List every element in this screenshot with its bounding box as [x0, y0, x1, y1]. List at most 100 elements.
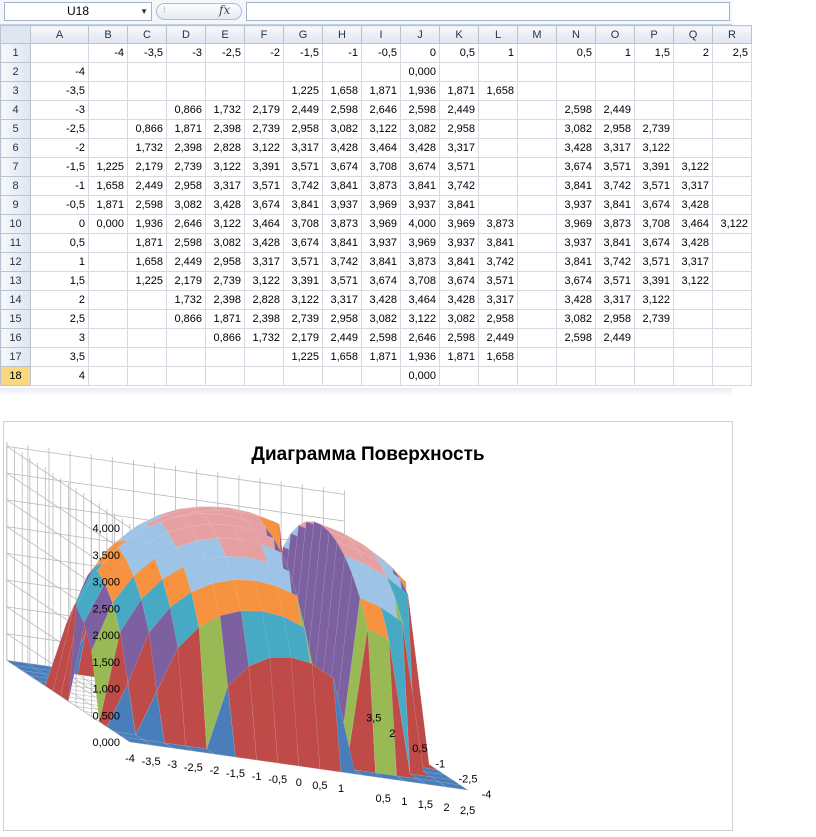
cell-p4[interactable] — [634, 100, 674, 120]
cell-d5[interactable]: 1,871 — [166, 119, 206, 139]
cell-d14[interactable]: 1,732 — [166, 290, 206, 310]
cell-e8[interactable]: 3,317 — [205, 176, 245, 196]
cell-j5[interactable]: 3,082 — [400, 119, 440, 139]
cell-q9[interactable]: 3,428 — [673, 195, 713, 215]
cell-l7[interactable] — [478, 157, 518, 177]
cell-f12[interactable]: 3,317 — [244, 252, 284, 272]
cell-k15[interactable]: 3,082 — [439, 309, 479, 329]
cell-o5[interactable]: 2,958 — [595, 119, 635, 139]
cell-d9[interactable]: 3,082 — [166, 195, 206, 215]
cell-h15[interactable]: 2,958 — [322, 309, 362, 329]
cell-j11[interactable]: 3,969 — [400, 233, 440, 253]
cell-h14[interactable]: 3,317 — [322, 290, 362, 310]
cell-k9[interactable]: 3,841 — [439, 195, 479, 215]
cell-e16[interactable]: 0,866 — [205, 328, 245, 348]
cell-p2[interactable] — [634, 62, 674, 82]
column-header-r[interactable]: R — [712, 25, 752, 44]
cell-b15[interactable] — [88, 309, 128, 329]
cell-m13[interactable] — [517, 271, 557, 291]
insert-function-button[interactable]: fx — [219, 3, 231, 17]
cell-f3[interactable] — [244, 81, 284, 101]
cell-d13[interactable]: 2,179 — [166, 271, 206, 291]
cell-q16[interactable] — [673, 328, 713, 348]
cell-b7[interactable]: 1,225 — [88, 157, 128, 177]
cell-n15[interactable]: 3,082 — [556, 309, 596, 329]
cell-f2[interactable] — [244, 62, 284, 82]
cell-h13[interactable]: 3,571 — [322, 271, 362, 291]
cell-k10[interactable]: 3,969 — [439, 214, 479, 234]
cell-p7[interactable]: 3,391 — [634, 157, 674, 177]
cell-l3[interactable]: 1,658 — [478, 81, 518, 101]
column-header-f[interactable]: F — [244, 25, 284, 44]
cell-h3[interactable]: 1,658 — [322, 81, 362, 101]
cell-q2[interactable] — [673, 62, 713, 82]
cell-d12[interactable]: 2,449 — [166, 252, 206, 272]
cell-b18[interactable] — [88, 366, 128, 386]
cell-l14[interactable]: 3,317 — [478, 290, 518, 310]
cell-a18[interactable]: 4 — [30, 366, 89, 386]
cell-h9[interactable]: 3,937 — [322, 195, 362, 215]
cell-j4[interactable]: 2,598 — [400, 100, 440, 120]
select-all-corner[interactable] — [0, 25, 31, 44]
cell-c3[interactable] — [127, 81, 167, 101]
cell-g6[interactable]: 3,317 — [283, 138, 323, 158]
cell-i14[interactable]: 3,428 — [361, 290, 401, 310]
cell-d1[interactable]: -3 — [166, 43, 206, 63]
cell-a8[interactable]: -1 — [30, 176, 89, 196]
cell-e14[interactable]: 2,398 — [205, 290, 245, 310]
cell-a9[interactable]: -0,5 — [30, 195, 89, 215]
cell-i9[interactable]: 3,969 — [361, 195, 401, 215]
cell-c9[interactable]: 2,598 — [127, 195, 167, 215]
cell-k6[interactable]: 3,317 — [439, 138, 479, 158]
cell-d6[interactable]: 2,398 — [166, 138, 206, 158]
cell-d10[interactable]: 2,646 — [166, 214, 206, 234]
cell-j9[interactable]: 3,937 — [400, 195, 440, 215]
cell-e17[interactable] — [205, 347, 245, 367]
cell-n3[interactable] — [556, 81, 596, 101]
cell-a4[interactable]: -3 — [30, 100, 89, 120]
column-header-h[interactable]: H — [322, 25, 362, 44]
row-header-7[interactable]: 7 — [0, 157, 31, 177]
cell-e15[interactable]: 1,871 — [205, 309, 245, 329]
cell-d11[interactable]: 2,598 — [166, 233, 206, 253]
column-header-i[interactable]: I — [361, 25, 401, 44]
cell-p3[interactable] — [634, 81, 674, 101]
cell-g2[interactable] — [283, 62, 323, 82]
cell-j16[interactable]: 2,646 — [400, 328, 440, 348]
cell-r9[interactable] — [712, 195, 752, 215]
cell-o4[interactable]: 2,449 — [595, 100, 635, 120]
cell-g8[interactable]: 3,742 — [283, 176, 323, 196]
cell-l12[interactable]: 3,742 — [478, 252, 518, 272]
cell-o8[interactable]: 3,742 — [595, 176, 635, 196]
cell-c12[interactable]: 1,658 — [127, 252, 167, 272]
cell-k1[interactable]: 0,5 — [439, 43, 479, 63]
cell-p5[interactable]: 2,739 — [634, 119, 674, 139]
column-header-b[interactable]: B — [88, 25, 128, 44]
cell-c2[interactable] — [127, 62, 167, 82]
cell-p13[interactable]: 3,391 — [634, 271, 674, 291]
cell-o12[interactable]: 3,742 — [595, 252, 635, 272]
cell-i8[interactable]: 3,873 — [361, 176, 401, 196]
cell-a6[interactable]: -2 — [30, 138, 89, 158]
cell-m15[interactable] — [517, 309, 557, 329]
cell-i2[interactable] — [361, 62, 401, 82]
name-box[interactable]: U18 ▼ — [4, 2, 152, 21]
cell-g10[interactable]: 3,708 — [283, 214, 323, 234]
column-header-g[interactable]: G — [283, 25, 323, 44]
cell-p11[interactable]: 3,674 — [634, 233, 674, 253]
cell-m3[interactable] — [517, 81, 557, 101]
cell-q3[interactable] — [673, 81, 713, 101]
cell-a17[interactable]: 3,5 — [30, 347, 89, 367]
cell-n5[interactable]: 3,082 — [556, 119, 596, 139]
cell-o10[interactable]: 3,873 — [595, 214, 635, 234]
cell-g15[interactable]: 2,739 — [283, 309, 323, 329]
cell-f9[interactable]: 3,674 — [244, 195, 284, 215]
row-header-15[interactable]: 15 — [0, 309, 31, 329]
cell-l18[interactable] — [478, 366, 518, 386]
cell-a5[interactable]: -2,5 — [30, 119, 89, 139]
cell-k4[interactable]: 2,449 — [439, 100, 479, 120]
row-header-16[interactable]: 16 — [0, 328, 31, 348]
cell-c17[interactable] — [127, 347, 167, 367]
cell-h18[interactable] — [322, 366, 362, 386]
cell-i11[interactable]: 3,937 — [361, 233, 401, 253]
